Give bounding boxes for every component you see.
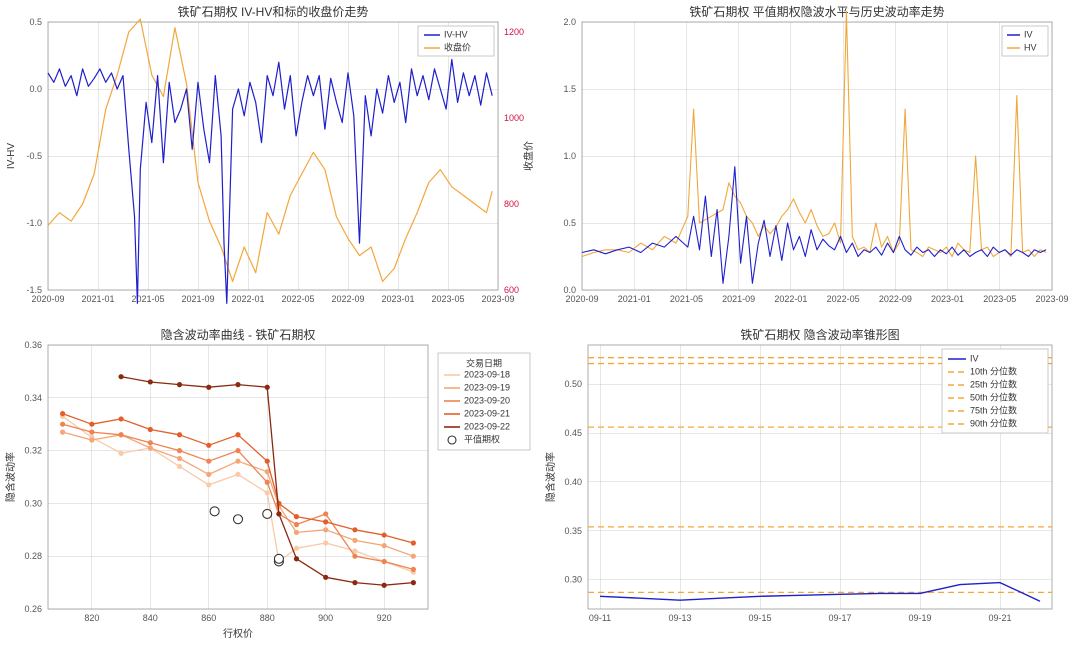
svg-text:09-15: 09-15 [748, 613, 771, 623]
svg-text:0.34: 0.34 [24, 393, 42, 403]
svg-text:25th 分位数: 25th 分位数 [970, 378, 1017, 389]
svg-text:0.40: 0.40 [564, 477, 582, 487]
svg-text:2021-01: 2021-01 [81, 294, 114, 304]
svg-text:840: 840 [143, 613, 158, 623]
svg-text:0.0: 0.0 [563, 285, 576, 295]
svg-text:1200: 1200 [504, 27, 524, 37]
svg-text:2021-05: 2021-05 [670, 294, 703, 304]
svg-text:-1.0: -1.0 [26, 218, 42, 228]
svg-text:1.0: 1.0 [563, 151, 576, 161]
svg-text:2021-09: 2021-09 [722, 294, 755, 304]
svg-text:900: 900 [318, 613, 333, 623]
svg-text:0.36: 0.36 [24, 340, 42, 350]
svg-text:2020-09: 2020-09 [565, 294, 598, 304]
svg-text:2023-09-21: 2023-09-21 [464, 408, 510, 418]
svg-text:09-21: 09-21 [988, 613, 1011, 623]
svg-text:0.26: 0.26 [24, 604, 42, 614]
svg-text:2023-05: 2023-05 [431, 294, 464, 304]
panel-bot-left: 820 840 860 880 900 920 0.26 0.28 0.30 0.32 0.34 0.… [0, 323, 540, 646]
svg-text:-1.5: -1.5 [26, 285, 42, 295]
svg-text:隐含波动率曲线 - 铁矿石期权: 隐含波动率曲线 - 铁矿石期权 [161, 327, 316, 342]
svg-text:-0.5: -0.5 [26, 151, 42, 161]
svg-text:0.30: 0.30 [564, 575, 582, 585]
panel-bot-right: 09-11 09-13 09-15 09-17 09-19 09-21 0.30 0.35 0.… [540, 323, 1080, 646]
svg-text:2023-09-22: 2023-09-22 [464, 421, 510, 431]
svg-text:交易日期: 交易日期 [466, 357, 502, 368]
svg-text:2023-09: 2023-09 [481, 294, 514, 304]
svg-text:2023-09-18: 2023-09-18 [464, 369, 510, 379]
svg-text:860: 860 [201, 613, 216, 623]
panel-top-right: 2020-09 2021-01 2021-05 2021-09 2022-01 2022-… [540, 0, 1080, 323]
svg-text:0.30: 0.30 [24, 498, 42, 508]
svg-text:铁矿石期权 隐含波动率锥形图: 铁矿石期权 隐含波动率锥形图 [740, 327, 899, 342]
svg-text:0.5: 0.5 [563, 218, 576, 228]
svg-text:0.0: 0.0 [29, 84, 42, 94]
svg-text:09-19: 09-19 [908, 613, 931, 623]
svg-text:行权价: 行权价 [223, 627, 253, 640]
svg-text:0.35: 0.35 [564, 526, 582, 536]
svg-text:0.32: 0.32 [24, 446, 42, 456]
svg-text:隐含波动率: 隐含波动率 [544, 452, 557, 502]
svg-text:收盘价: 收盘价 [444, 41, 471, 52]
svg-text:2023-09-19: 2023-09-19 [464, 382, 510, 392]
svg-text:2023-01: 2023-01 [931, 294, 964, 304]
svg-text:2020-09: 2020-09 [31, 294, 64, 304]
chart-grid: 2020-09 2021-01 2021-05 2021-09 2022-01 2022-… [0, 0, 1080, 646]
svg-text:09-13: 09-13 [668, 613, 691, 623]
svg-text:09-11: 09-11 [589, 613, 611, 623]
svg-text:10th 分位数: 10th 分位数 [970, 365, 1017, 376]
svg-text:2023-09: 2023-09 [1035, 294, 1068, 304]
svg-text:820: 820 [84, 613, 99, 623]
svg-text:09-17: 09-17 [828, 613, 851, 623]
svg-text:2021-05: 2021-05 [131, 294, 164, 304]
svg-text:2022-01: 2022-01 [774, 294, 807, 304]
svg-text:IV: IV [970, 353, 979, 363]
svg-text:隐含波动率: 隐含波动率 [4, 452, 17, 502]
svg-text:0.45: 0.45 [564, 428, 582, 438]
svg-text:2022-01: 2022-01 [231, 294, 264, 304]
svg-text:2022-09: 2022-09 [331, 294, 364, 304]
svg-text:2023-09-20: 2023-09-20 [464, 395, 510, 405]
svg-text:2023-01: 2023-01 [381, 294, 414, 304]
svg-text:2023-05: 2023-05 [983, 294, 1016, 304]
svg-text:880: 880 [260, 613, 275, 623]
svg-text:收盘价: 收盘价 [522, 141, 535, 171]
svg-text:2022-05: 2022-05 [281, 294, 314, 304]
svg-text:2022-09: 2022-09 [879, 294, 912, 304]
svg-text:1000: 1000 [504, 113, 524, 123]
svg-text:平值期权: 平值期权 [464, 433, 500, 444]
svg-text:2.0: 2.0 [563, 17, 576, 27]
svg-text:铁矿石期权 平值期权隐波水平与历史波动率走势: 铁矿石期权 平值期权隐波水平与历史波动率走势 [689, 4, 944, 19]
svg-text:1.5: 1.5 [563, 84, 576, 94]
svg-text:HV: HV [1024, 42, 1037, 52]
svg-text:IV-HV: IV-HV [6, 143, 17, 169]
svg-text:800: 800 [504, 199, 519, 209]
svg-text:IV: IV [1024, 29, 1033, 39]
svg-text:75th 分位数: 75th 分位数 [970, 404, 1017, 415]
svg-text:0.5: 0.5 [29, 17, 42, 27]
svg-text:50th 分位数: 50th 分位数 [970, 391, 1017, 402]
panel-top-left: 2020-09 2021-01 2021-05 2021-09 2022-01 2022-… [0, 0, 540, 323]
svg-text:2021-01: 2021-01 [618, 294, 651, 304]
svg-text:90th 分位数: 90th 分位数 [970, 417, 1017, 428]
svg-text:2022-05: 2022-05 [827, 294, 860, 304]
svg-text:IV-HV: IV-HV [444, 29, 468, 39]
svg-text:2021-09: 2021-09 [181, 294, 214, 304]
svg-text:0.50: 0.50 [564, 379, 582, 389]
svg-text:920: 920 [377, 613, 392, 623]
svg-text:0.28: 0.28 [24, 551, 42, 561]
svg-text:600: 600 [504, 285, 519, 295]
svg-text:铁矿石期权 IV-HV和标的收盘价走势: 铁矿石期权 IV-HV和标的收盘价走势 [178, 4, 369, 19]
